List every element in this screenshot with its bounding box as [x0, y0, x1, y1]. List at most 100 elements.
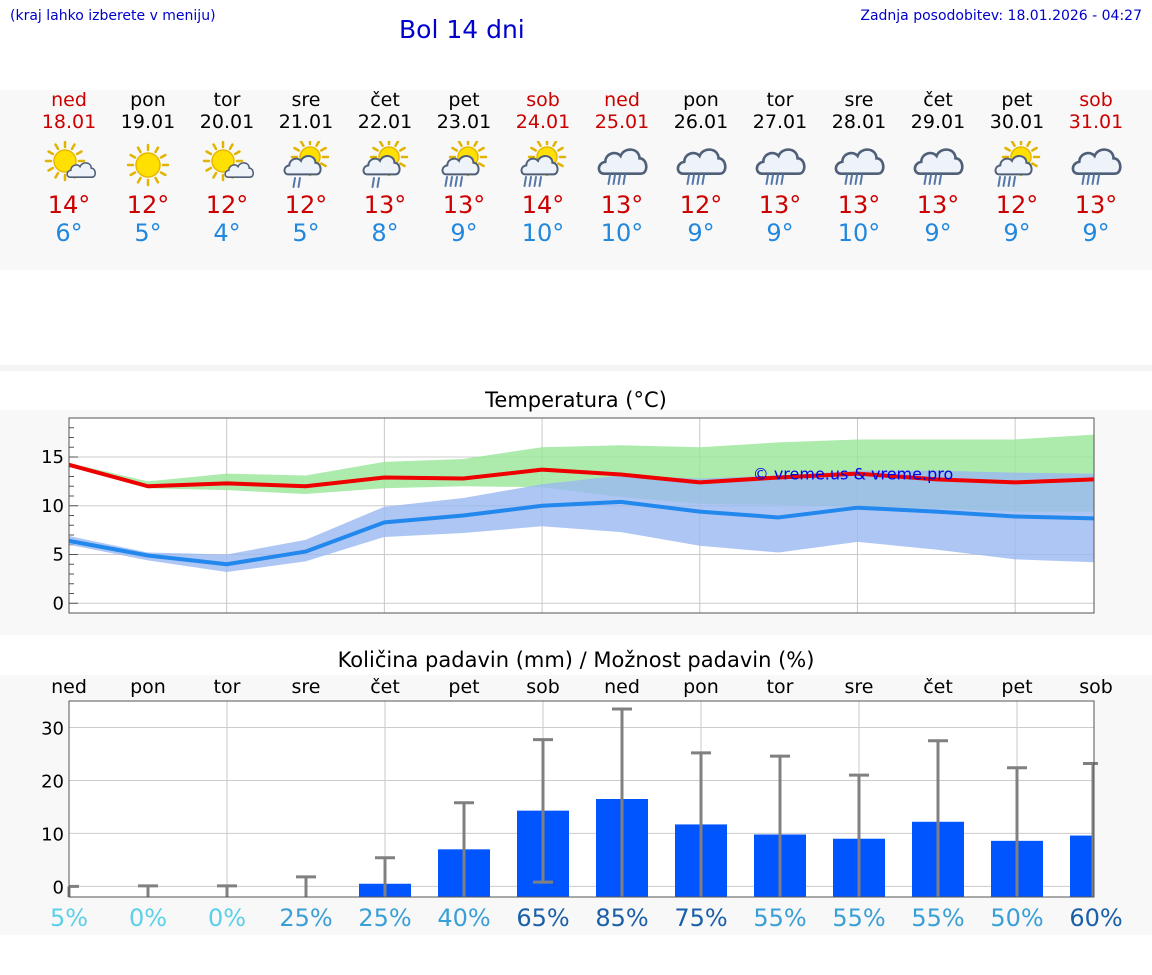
precip-probability: 85%	[595, 904, 649, 932]
day-name: sob	[526, 89, 560, 111]
x-category-label: sob	[1079, 676, 1113, 698]
sun-icon	[126, 143, 170, 187]
x-category-label: pon	[130, 676, 166, 698]
precip-probability: 60%	[1069, 904, 1123, 932]
max-temp: 13°	[837, 191, 881, 219]
day-date: 25.01	[594, 111, 650, 133]
day-column: sre 28.01 13° 10°	[819, 89, 899, 247]
watermark: © vreme.us & vreme.pro	[753, 465, 954, 484]
y-tick-label: 30	[41, 718, 64, 739]
max-temp: 13°	[758, 191, 802, 219]
day-date: 29.01	[910, 111, 966, 133]
max-temp: 13°	[442, 191, 486, 219]
min-temp: 9°	[1082, 219, 1110, 247]
precipitation-chart-title: Količina padavin (mm) / Možnost padavin …	[337, 648, 815, 672]
day-name: čet	[370, 89, 400, 111]
min-temp: 4°	[213, 219, 241, 247]
temperature-chart: 0 5 10 15 © vreme.us & vreme.pro	[41, 417, 1095, 614]
location-hint: (kraj lahko izberete v meniju)	[10, 8, 216, 24]
min-temp: 5°	[134, 219, 162, 247]
precip-probability: 55%	[911, 904, 965, 932]
x-category-label: ned	[51, 676, 87, 698]
day-name: ned	[51, 89, 87, 111]
y-tick-label: 15	[41, 447, 64, 468]
min-temp: 9°	[924, 219, 952, 247]
max-temp: 12°	[284, 191, 328, 219]
x-category-label: sre	[844, 676, 874, 698]
day-date: 30.01	[989, 111, 1045, 133]
plot-frame	[68, 700, 1095, 898]
day-column: tor 20.01 12° 4°	[187, 89, 267, 247]
precip-probability: 50%	[990, 904, 1044, 932]
day-column: čet 29.01 13° 9°	[898, 89, 978, 247]
precip-probability: 75%	[674, 904, 728, 932]
precip-probability: 0%	[207, 904, 247, 932]
rain-cloud-icon	[913, 148, 964, 185]
max-temp: 12°	[205, 191, 249, 219]
precip-probability: 5%	[49, 904, 89, 932]
x-category-label: sre	[291, 676, 321, 698]
min-temp: 8°	[371, 219, 399, 247]
sun-cloud-rain-icon	[441, 141, 488, 187]
min-temp: 6°	[55, 219, 83, 247]
x-category-label: pon	[683, 676, 719, 698]
day-name: ned	[604, 89, 640, 111]
max-temp: 13°	[600, 191, 644, 219]
forecast-strip	[0, 90, 1152, 270]
y-tick-label: 20	[41, 771, 64, 792]
max-temp: 12°	[679, 191, 723, 219]
day-name: sob	[1079, 89, 1113, 111]
day-date: 31.01	[1068, 111, 1124, 133]
day-date: 19.01	[120, 111, 176, 133]
day-date: 24.01	[515, 111, 571, 133]
rain-cloud-icon	[834, 148, 885, 185]
sun-cloud-drizzle-icon	[283, 141, 330, 188]
min-temp: 10°	[521, 219, 565, 247]
rain-cloud-icon	[597, 148, 648, 185]
max-temp-line	[68, 462, 1095, 489]
day-column: sre 21.01 12° 5°	[266, 89, 346, 247]
rain-cloud-icon	[676, 148, 727, 185]
precip-probability: 55%	[753, 904, 807, 932]
sun-cloud-icon	[44, 141, 96, 182]
max-temp: 13°	[363, 191, 407, 219]
precip-probability: 65%	[516, 904, 570, 932]
y-tick-label: 0	[53, 593, 64, 614]
day-name: pet	[448, 89, 480, 111]
last-update: Zadnja posodobitev: 18.01.2026 - 04:27	[860, 8, 1142, 24]
day-name: pet	[1001, 89, 1033, 111]
day-date: 18.01	[41, 111, 97, 133]
page-title: Bol 14 dni	[399, 15, 525, 44]
sun-cloud-drizzle-icon	[362, 141, 409, 188]
min-temp-range-band	[69, 470, 1094, 573]
y-tick-label: 10	[41, 824, 64, 845]
min-temp: 10°	[600, 219, 644, 247]
day-name: sre	[844, 89, 874, 111]
day-column: čet 22.01 13° 8°	[345, 89, 425, 247]
day-date: 28.01	[831, 111, 887, 133]
max-temp: 12°	[126, 191, 170, 219]
y-tick-label: 0	[53, 877, 64, 898]
sun-cloud-rain-icon	[520, 141, 567, 187]
precip-probability: 25%	[279, 904, 333, 932]
precipitation-chart: 0 10 20 30	[41, 700, 1098, 898]
x-category-label: tor	[213, 676, 241, 698]
day-date: 22.01	[357, 111, 413, 133]
precip-probability: 0%	[128, 904, 168, 932]
min-temp-line	[68, 499, 1095, 567]
sun-cloud-icon	[202, 141, 254, 182]
day-name: pon	[683, 89, 719, 111]
temperature-chart-title: Temperatura (°C)	[485, 388, 667, 412]
precip-probability: 55%	[832, 904, 886, 932]
x-category-label: pet	[1001, 676, 1033, 698]
day-column: sob 24.01 14° 10°	[503, 89, 583, 247]
y-tick-label: 10	[41, 496, 64, 517]
day-date: 21.01	[278, 111, 334, 133]
min-temp: 10°	[837, 219, 881, 247]
y-tick-label: 5	[53, 545, 64, 566]
day-name: čet	[923, 89, 953, 111]
day-name: pon	[130, 89, 166, 111]
x-category-label: tor	[766, 676, 794, 698]
min-temp: 5°	[292, 219, 320, 247]
rain-cloud-icon	[1071, 148, 1122, 185]
